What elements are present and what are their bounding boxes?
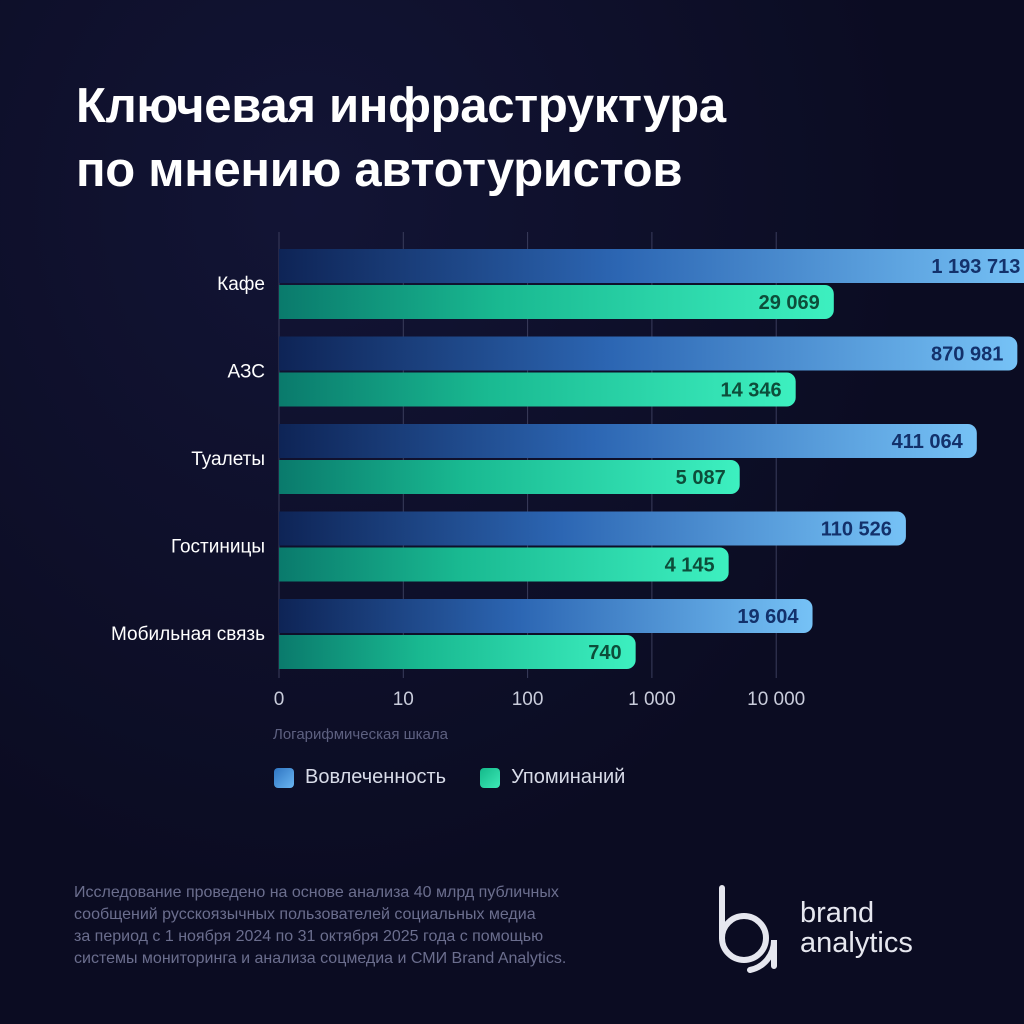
bar-value-label: 870 981 [931, 344, 1003, 366]
legend-swatch-engagement [274, 767, 294, 788]
bar-value-label: 4 145 [665, 555, 715, 577]
page-title: Ключевая инфраструктура по мнению автоту… [76, 74, 726, 202]
bar-value-label: 5 087 [676, 467, 726, 489]
legend-label-engagement: Вовлеченность [305, 766, 447, 788]
bar-mentions [279, 547, 729, 582]
bar-mentions [279, 285, 834, 319]
legend-item-mentions: Упоминаний [480, 766, 625, 789]
category-label: АЗС [228, 362, 265, 383]
x-tick-label: 100 [512, 689, 544, 710]
footnote-line-3: за период с 1 ноября 2024 по 31 октября … [74, 928, 544, 945]
logo-word-analytics: analytics [800, 927, 913, 959]
legend-item-engagement: Вовлеченность [274, 766, 446, 789]
category-label: Туалеты [191, 449, 265, 470]
bar-engagement [279, 336, 1018, 371]
category-label: Гостиницы [171, 537, 265, 558]
bar-engagement [279, 599, 813, 633]
logo-word-brand: brand [800, 897, 875, 929]
bar-mentions [279, 372, 796, 407]
title-line-2: по мнению автотуристов [76, 143, 683, 197]
bar-value-label: 1 193 713 [931, 256, 1020, 278]
x-tick-label: 10 000 [747, 689, 805, 710]
legend-label-mentions: Упоминаний [511, 766, 626, 788]
x-axis-label: Логарифмическая шкала [273, 726, 449, 743]
chart-legend: Вовлеченность Упоминаний [274, 766, 659, 789]
brand-analytics-logo: brand analytics [712, 882, 913, 974]
x-tick-label: 1 000 [628, 689, 676, 710]
bar-value-label: 14 346 [721, 380, 782, 402]
legend-swatch-mentions [480, 767, 501, 788]
bar-value-label: 411 064 [892, 431, 964, 453]
brand-analytics-logo-icon [719, 885, 778, 973]
bar-engagement [279, 424, 977, 458]
bar-value-label: 740 [588, 642, 621, 664]
footnote: Исследование проведено на основе анализа… [74, 882, 694, 970]
category-label: Мобильная связь [111, 624, 265, 645]
footnote-line-1: Исследование проведено на основе анализа… [74, 884, 559, 901]
bar-value-label: 19 604 [737, 606, 799, 628]
x-tick-label: 10 [393, 689, 414, 710]
bar-mentions [279, 635, 636, 669]
footnote-line-2: сообщений русскоязычных пользователей со… [74, 906, 536, 923]
bar-value-label: 110 526 [821, 519, 892, 541]
bar-engagement [279, 511, 906, 546]
title-line-1: Ключевая инфраструктура [76, 79, 726, 133]
x-tick-label: 0 [274, 689, 285, 710]
bar-value-label: 29 069 [759, 292, 820, 314]
logo-wordmark: brand analytics [800, 898, 913, 958]
bar-mentions [279, 460, 740, 494]
category-label: Кафе [217, 274, 265, 295]
footnote-line-4: системы мониторинга и анализа соцмедиа и… [74, 950, 567, 967]
bar-engagement [279, 249, 1024, 283]
